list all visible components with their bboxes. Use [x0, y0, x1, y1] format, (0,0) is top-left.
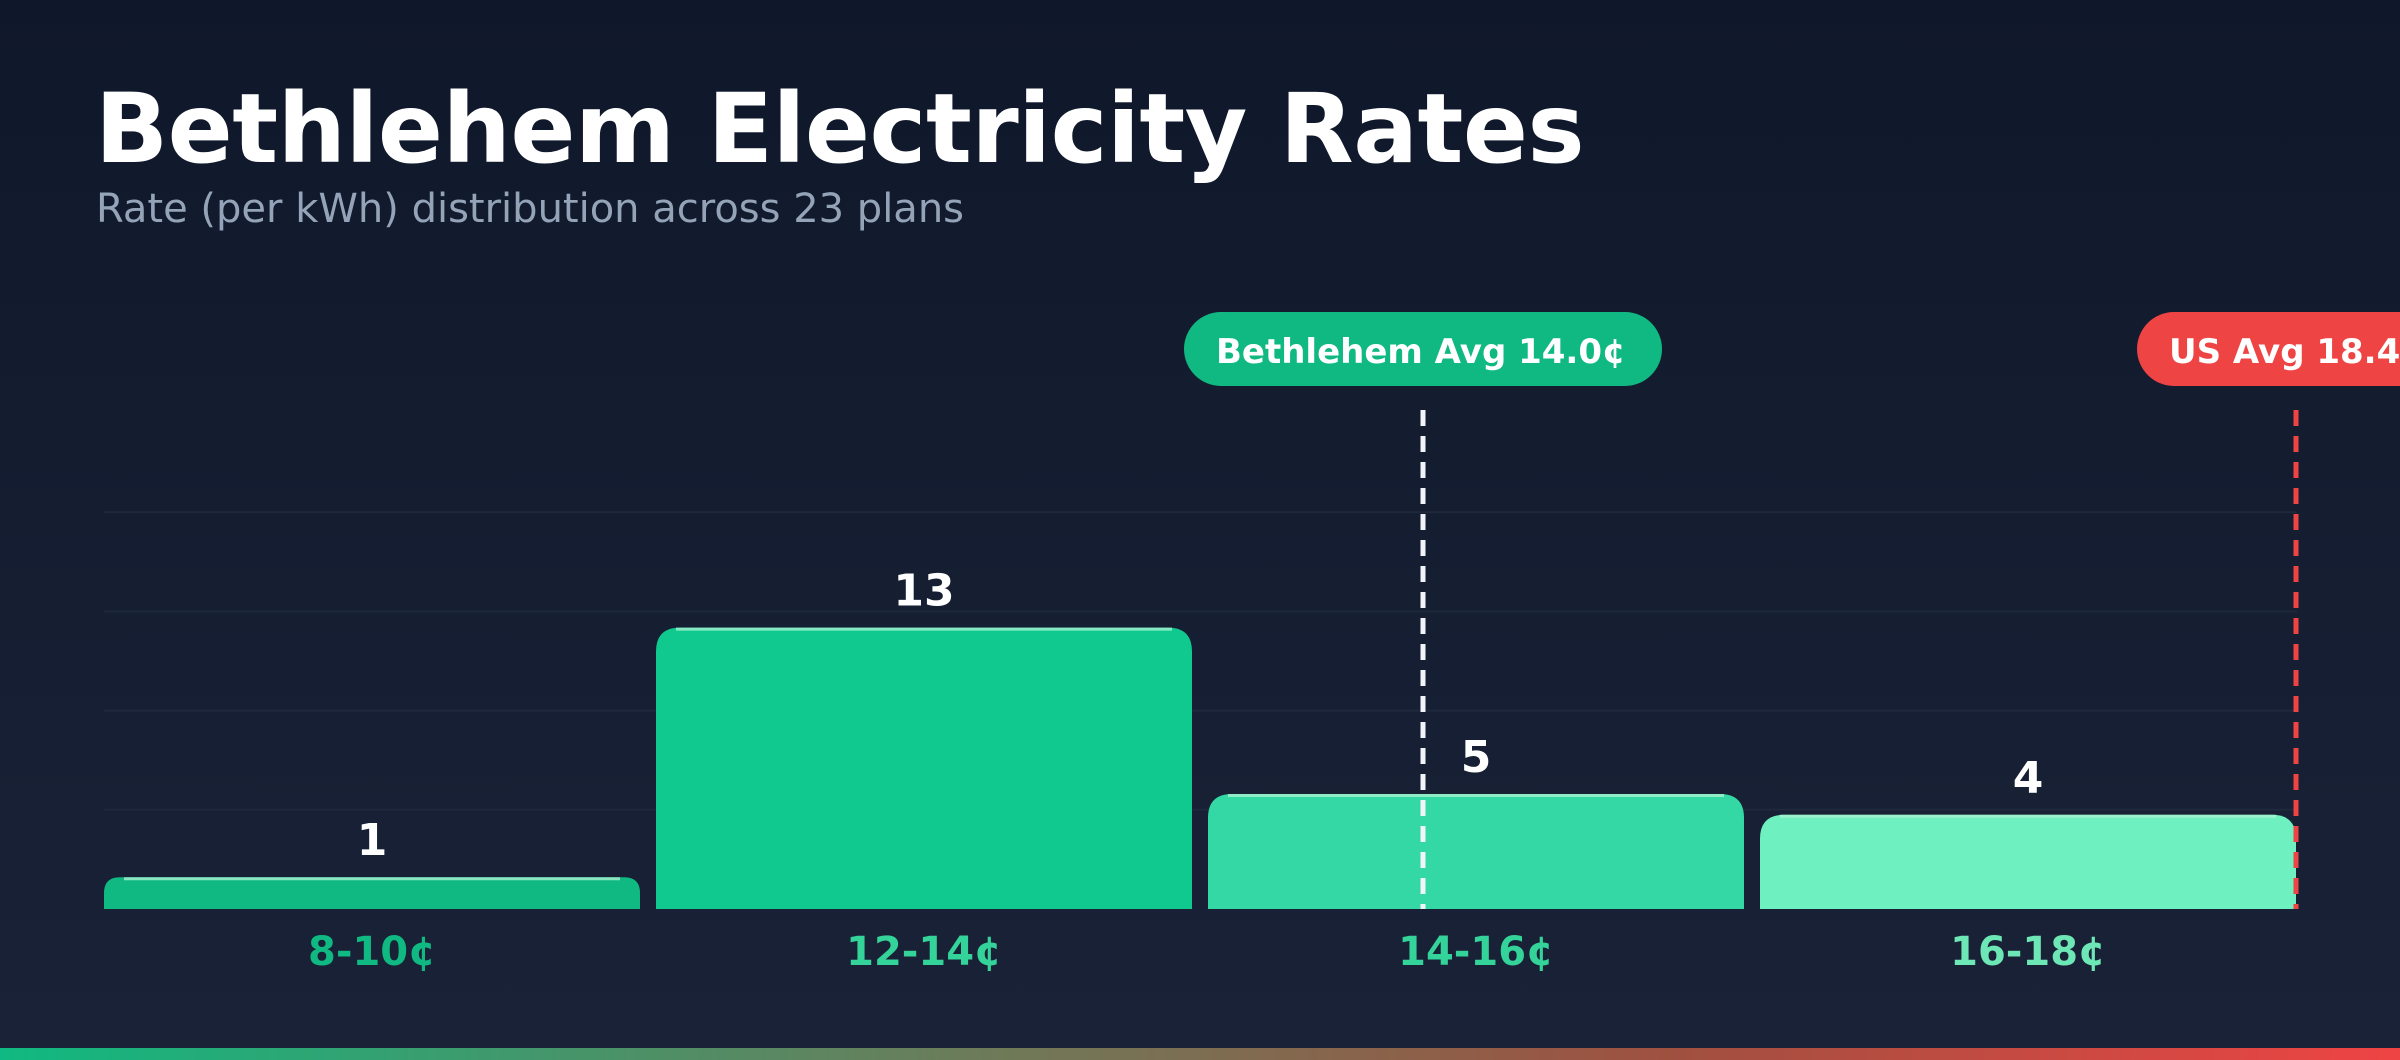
- grid-lines: [104, 511, 2297, 811]
- category-label: 12-14¢: [846, 929, 1002, 975]
- bar-value-label: 13: [893, 566, 954, 617]
- reference-lines: Bethlehem Avg 14.0¢ US Avg 18.4¢: [1184, 312, 2400, 909]
- labels: 1 8-10¢ 13 12-14¢ 5 14-16¢ 4 16-18¢: [308, 566, 2106, 975]
- bar-14-16¢: [1208, 794, 1744, 909]
- category-label: 8-10¢: [308, 929, 436, 975]
- chart-title: Bethlehem Electricity Rates: [95, 73, 1585, 185]
- bars: [104, 627, 2296, 909]
- chart-subtitle: Rate (per kWh) distribution across 23 pl…: [96, 186, 965, 232]
- reference-label: Bethlehem Avg 14.0¢: [1216, 332, 1626, 372]
- bar-12-14¢: [656, 627, 1192, 909]
- bottom-accent-bar: [0, 1048, 2400, 1060]
- bar-value-label: 4: [2013, 753, 2044, 804]
- bar-16-18¢: [1760, 814, 2296, 909]
- bar-8-10¢: [104, 877, 640, 909]
- reference-label: US Avg 18.4¢: [2169, 332, 2400, 372]
- reference-badge: [1184, 312, 1662, 386]
- category-label: 16-18¢: [1950, 929, 2106, 975]
- bar-value-label: 5: [1461, 732, 1492, 783]
- category-label: 14-16¢: [1398, 929, 1554, 975]
- reference-badge: [2137, 312, 2400, 386]
- bar-value-label: 1: [357, 815, 388, 866]
